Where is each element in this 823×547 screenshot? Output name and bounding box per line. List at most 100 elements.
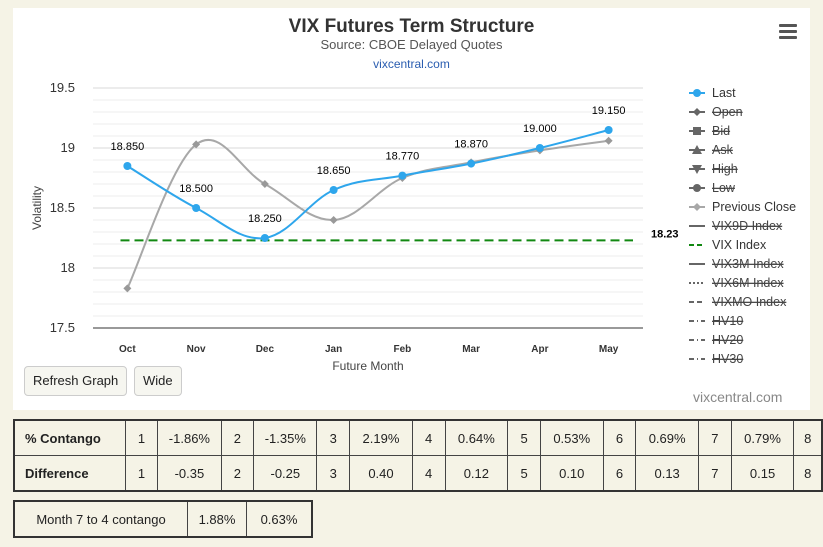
- contango-value-cell: 0.79%: [730, 419, 795, 456]
- legend-item[interactable]: Bid: [712, 124, 730, 138]
- month-number-cell: 5: [507, 419, 541, 456]
- last-point: [398, 171, 407, 180]
- x-tick-label: Nov: [187, 344, 206, 355]
- legend-marker: [692, 165, 702, 174]
- contango-row-label: % Contango: [13, 419, 126, 456]
- x-tick-label: Feb: [393, 344, 411, 355]
- last-data-label: 18.850: [111, 141, 145, 153]
- month-number-cell: 5: [507, 455, 541, 492]
- contango-value-cell: 0.13: [635, 455, 699, 492]
- last-point: [535, 144, 544, 152]
- month-number-cell: 2: [220, 419, 255, 456]
- previous-close-point: [604, 136, 613, 145]
- contango-value-cell: 0.53%: [539, 419, 604, 456]
- last-data-label: 19.150: [592, 105, 626, 117]
- legend-item[interactable]: VIX Index: [712, 238, 767, 252]
- contango-value-cell: -0.35: [157, 455, 222, 492]
- month-number-cell: 3: [316, 419, 351, 456]
- previous-close-point: [260, 180, 269, 188]
- legend-item[interactable]: VIX6M Index: [712, 276, 784, 290]
- y-tick-label: 19.5: [50, 80, 75, 95]
- legend-marker: [692, 145, 702, 154]
- last-point: [329, 186, 338, 194]
- month-number-cell: 1: [124, 455, 159, 492]
- wide-button[interactable]: Wide: [134, 366, 182, 396]
- x-axis-title: Future Month: [332, 359, 403, 373]
- last-data-label: 18.650: [317, 165, 351, 177]
- legend-item[interactable]: Ask: [712, 143, 734, 157]
- month-number-cell: 7: [697, 419, 732, 456]
- month-number-cell: 3: [316, 455, 351, 492]
- legend-item[interactable]: Low: [712, 181, 736, 195]
- chart-credit: vixcentral.com: [693, 389, 783, 405]
- legend-marker: [693, 127, 701, 135]
- last-point: [260, 234, 269, 242]
- hamburger-menu-icon[interactable]: [779, 24, 797, 39]
- y-axis-title: Volatility: [30, 186, 44, 230]
- month-number-cell: 4: [411, 419, 446, 456]
- legend-marker: [693, 203, 701, 211]
- last-data-label: 19.000: [523, 123, 557, 135]
- contango-value-cell: -1.35%: [253, 419, 318, 456]
- refresh-graph-button[interactable]: Refresh Graph: [24, 366, 128, 396]
- chart-title: VIX Futures Term Structure: [288, 16, 535, 37]
- y-tick-label: 18.5: [50, 200, 75, 215]
- legend-item[interactable]: Open: [712, 105, 743, 119]
- legend-item[interactable]: Previous Close: [712, 200, 796, 214]
- contango-value-cell: 0.69%: [635, 419, 699, 456]
- legend-item[interactable]: HV10: [712, 314, 743, 328]
- x-tick-label: May: [599, 344, 619, 355]
- legend-item[interactable]: VIX3M Index: [712, 257, 784, 271]
- last-point: [467, 159, 476, 168]
- month-number-cell: 2: [220, 455, 255, 492]
- last-point: [192, 204, 201, 212]
- x-tick-label: Mar: [462, 344, 480, 355]
- contango-row: Difference 1 -0.35 2 -0.25 3 0.40 4 0.12 5 0.10 6 0.…: [13, 455, 823, 492]
- month-number-cell: 4: [411, 455, 446, 492]
- last-data-label: 18.250: [248, 213, 282, 225]
- month-number-cell: 6: [602, 455, 637, 492]
- previous-close-point: [123, 284, 132, 293]
- month-number-cell: 8: [793, 419, 823, 456]
- legend-item[interactable]: VIX9D Index: [712, 219, 783, 233]
- previous-close-point: [329, 216, 338, 224]
- previous-close-line: [126, 138, 609, 289]
- contango-value-cell: 0.10: [539, 455, 604, 492]
- legend-item[interactable]: HV30: [712, 352, 743, 366]
- contango-value-cell: 0.40: [349, 455, 413, 492]
- month-7-to-4-table: Month 7 to 4 contango 1.88% 0.63%: [13, 500, 313, 538]
- contango-value-cell: 0.64%: [444, 419, 509, 456]
- month-number-cell: 7: [697, 455, 732, 492]
- last-point: [604, 126, 613, 134]
- last-line: [126, 129, 609, 240]
- month74-value-1: 1.88%: [187, 500, 247, 538]
- contango-row: % Contango 1 -1.86% 2 -1.35% 3 2.19% 4 0.64% 5 0.5…: [13, 419, 823, 456]
- chart-panel: 17.5 18 18.5 19 19.5 Oct Nov Dec Jan Feb Mar Apr May…: [13, 8, 810, 410]
- legend-marker: [693, 184, 701, 192]
- month-number-cell: 8: [793, 455, 823, 492]
- last-data-label: 18.870: [454, 139, 488, 151]
- legend-item[interactable]: Last: [712, 86, 736, 100]
- x-tick-label: Dec: [256, 344, 275, 355]
- source-link[interactable]: vixcentral.com: [373, 57, 450, 71]
- contango-value-cell: 2.19%: [349, 419, 413, 456]
- legend-item[interactable]: HV20: [712, 333, 743, 347]
- last-data-label: 18.500: [179, 183, 213, 195]
- vix-index-label: 18.23: [651, 228, 679, 240]
- legend-item[interactable]: VIXMO Index: [712, 295, 787, 309]
- month74-value-2: 0.63%: [246, 500, 313, 538]
- x-tick-label: Jan: [325, 344, 342, 355]
- legend-marker: [693, 108, 701, 116]
- x-tick-label: Oct: [119, 344, 136, 355]
- contango-value-cell: -0.25: [253, 455, 318, 492]
- legend-item[interactable]: High: [712, 162, 738, 176]
- legend-marker: [693, 89, 701, 97]
- contango-row-label: Difference: [13, 455, 126, 492]
- previous-close-point: [192, 140, 201, 149]
- contango-value-cell: 0.12: [444, 455, 509, 492]
- y-tick-label: 17.5: [50, 320, 75, 335]
- chart-subtitle: Source: CBOE Delayed Quotes: [320, 37, 503, 52]
- y-tick-label: 19: [61, 140, 75, 155]
- last-data-label: 18.770: [386, 151, 420, 163]
- y-tick-label: 18: [61, 260, 75, 275]
